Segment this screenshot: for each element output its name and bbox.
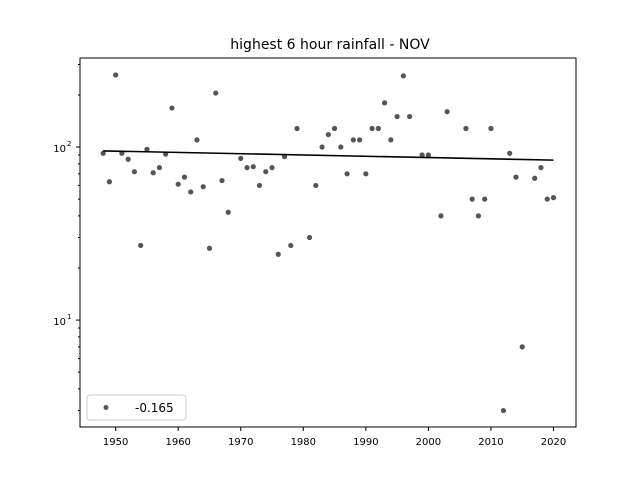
data-point	[356, 137, 363, 143]
data-point	[550, 195, 557, 201]
data-point	[194, 137, 200, 143]
data-point	[419, 152, 425, 158]
data-point	[388, 137, 394, 143]
legend-box	[86, 394, 187, 421]
data-point	[181, 174, 188, 180]
data-point	[338, 144, 344, 150]
data-point	[213, 90, 219, 96]
y-tick-label: 10	[53, 144, 66, 155]
x-tick-label: 1970	[228, 437, 253, 448]
data-point	[169, 105, 175, 111]
data-point	[175, 181, 181, 187]
data-point	[519, 344, 525, 350]
data-point	[150, 170, 156, 176]
x-tick-label: 1950	[103, 437, 128, 448]
data-point	[407, 113, 413, 120]
data-point	[244, 165, 250, 171]
data-point	[382, 100, 388, 106]
data-point	[144, 146, 150, 152]
data-point	[325, 131, 331, 138]
data-point	[375, 125, 381, 132]
data-point	[438, 213, 444, 219]
data-point	[463, 125, 469, 132]
data-point	[394, 113, 400, 120]
data-point	[138, 242, 144, 249]
x-tick-label: 2010	[478, 437, 503, 448]
data-point	[219, 177, 225, 184]
data-point	[256, 182, 263, 189]
data-point	[350, 137, 356, 143]
data-point	[250, 164, 256, 170]
data-point	[444, 109, 450, 115]
data-point	[425, 152, 431, 158]
data-point	[200, 184, 206, 190]
data-point	[206, 245, 213, 251]
data-point	[544, 196, 550, 202]
data-point	[507, 150, 513, 156]
data-point	[313, 182, 319, 189]
x-tick-label: 1980	[291, 437, 316, 448]
chart-title: highest 6 hour rainfall - NOV	[230, 37, 430, 53]
data-point	[225, 209, 231, 215]
data-point	[263, 169, 269, 175]
y-tick-exponent: 1	[67, 313, 71, 321]
data-point	[188, 189, 194, 195]
plot-frame	[79, 57, 577, 428]
data-point	[344, 171, 350, 177]
x-tick-label: 1990	[353, 437, 378, 448]
legend: -0.165	[86, 394, 187, 421]
y-tick-exponent: 2	[67, 140, 71, 148]
data-point	[113, 72, 119, 78]
data-point	[275, 251, 281, 257]
data-point	[288, 242, 294, 249]
data-point	[156, 165, 163, 171]
x-tick-label: 1960	[165, 437, 190, 448]
data-point	[400, 73, 406, 79]
data-point	[488, 125, 494, 132]
x-tick-label: 2000	[416, 437, 441, 448]
data-point	[306, 234, 313, 241]
legend-marker	[103, 405, 109, 410]
y-tick-label: 10	[53, 317, 66, 328]
x-tick-label: 2020	[541, 437, 566, 448]
data-point	[475, 213, 482, 219]
data-point	[532, 175, 538, 181]
data-point	[500, 407, 507, 414]
data-point	[469, 196, 475, 202]
data-point	[100, 150, 106, 156]
data-point	[331, 125, 338, 132]
data-point	[106, 179, 112, 185]
data-point	[538, 165, 544, 171]
data-point	[319, 144, 325, 150]
data-point	[238, 155, 244, 161]
trend-line	[103, 150, 554, 161]
data-point	[269, 165, 275, 171]
data-point	[369, 125, 375, 132]
data-point	[513, 174, 519, 180]
legend-label: -0.165	[135, 401, 174, 415]
data-point	[482, 196, 488, 202]
data-point	[125, 156, 131, 162]
data-point	[294, 125, 300, 132]
data-point	[131, 169, 138, 175]
data-point	[363, 171, 369, 177]
